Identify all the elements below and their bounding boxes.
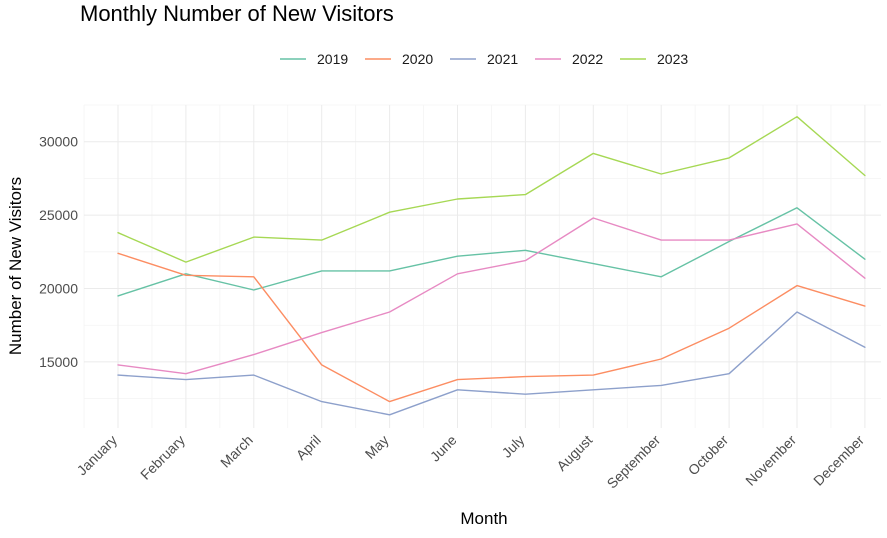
legend-label-2023: 2023 — [657, 51, 688, 67]
y-tick-label: 25000 — [39, 207, 78, 223]
x-tick-label: September — [604, 432, 664, 492]
y-tick-label: 30000 — [39, 134, 78, 150]
legend-label-2020: 2020 — [402, 51, 433, 67]
grid — [83, 104, 881, 428]
x-tick-label: December — [810, 432, 867, 489]
series-line-2020 — [117, 252, 866, 403]
series-line-2022 — [117, 217, 866, 375]
legend-item-2022: 2022 — [535, 51, 603, 67]
x-tick-label: October — [685, 432, 732, 479]
axes: 15000 20000 25000 30000 January February March… — [39, 134, 867, 492]
series-line-2019 — [117, 207, 866, 297]
legend-label-2019: 2019 — [317, 51, 348, 67]
legend-label-2022: 2022 — [572, 51, 603, 67]
y-tick-label: 20000 — [39, 281, 78, 297]
x-tick-label: May — [362, 432, 392, 462]
x-tick-label: August — [553, 432, 595, 474]
chart-title: Monthly Number of New Visitors — [80, 1, 394, 26]
x-tick-label: March — [217, 432, 256, 471]
series-line-2021 — [117, 311, 866, 416]
x-axis-title: Month — [460, 509, 507, 528]
x-tick-label: April — [293, 432, 324, 463]
legend-item-2021: 2021 — [450, 51, 518, 67]
series-lines — [117, 115, 866, 416]
legend-label-2021: 2021 — [487, 51, 518, 67]
legend-item-2019: 2019 — [280, 51, 348, 67]
series-line-2023 — [117, 115, 866, 263]
legend: 2019 2020 2021 2022 2023 — [280, 51, 688, 67]
x-tick-label: January — [74, 432, 121, 479]
x-tick-label: July — [499, 432, 528, 461]
y-axis-title: Number of New Visitors — [6, 177, 25, 355]
x-tick-label: June — [427, 432, 460, 465]
x-tick-label: November — [742, 432, 799, 489]
x-tick-label: February — [137, 432, 188, 483]
legend-item-2020: 2020 — [365, 51, 433, 67]
legend-item-2023: 2023 — [620, 51, 688, 67]
y-tick-label: 15000 — [39, 354, 78, 370]
